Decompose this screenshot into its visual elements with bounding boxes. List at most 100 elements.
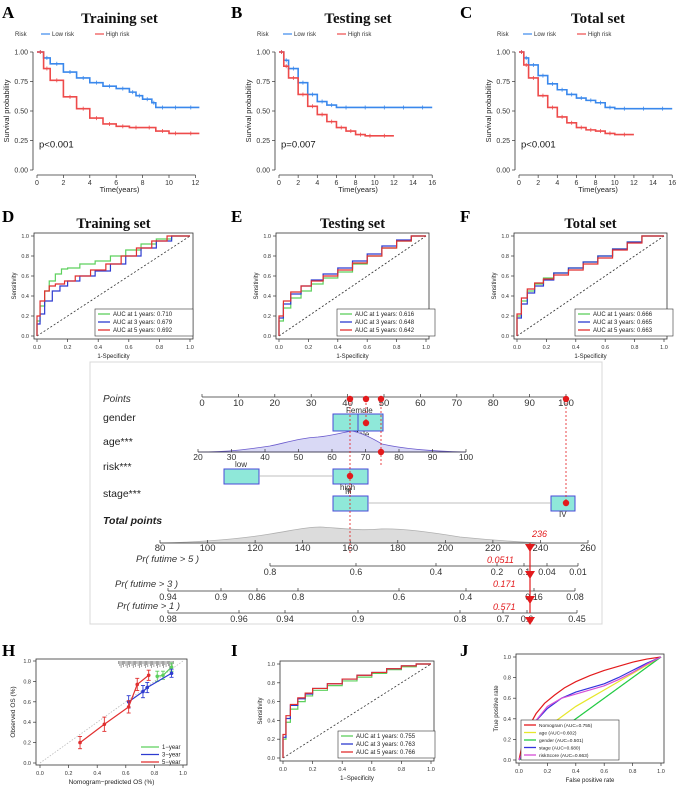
legend-box xyxy=(337,730,436,759)
legend-label: AUC at 1 years: 0.616 xyxy=(355,312,415,318)
prob-axis-tick-label: 0.8 xyxy=(292,592,305,602)
x-tick-label: 2 xyxy=(536,180,540,187)
prob-axis-tick-label: 0.8 xyxy=(454,614,467,624)
points-axis-tick-label: 20 xyxy=(270,398,281,409)
x-tick-label: 0.0 xyxy=(275,345,283,351)
high-risk-curve xyxy=(279,51,394,137)
total-axis-tick-label: 80 xyxy=(155,543,166,554)
y-axis-label: Survival probability xyxy=(2,79,11,142)
legend-box xyxy=(520,719,620,761)
legend-box xyxy=(94,308,194,337)
reference-diagonal xyxy=(36,235,191,337)
high-risk-curve xyxy=(37,51,200,135)
y-tick-label: 0.0 xyxy=(503,758,511,764)
points-label: Points xyxy=(103,394,131,405)
y-tick-label: 0.00 xyxy=(256,168,270,175)
y-tick-label: 0.8 xyxy=(263,254,271,260)
y-tick-label: 0.0 xyxy=(267,756,275,762)
reference-diagonal xyxy=(516,235,665,337)
y-tick-label: 0.2 xyxy=(267,737,275,743)
age-label: age*** xyxy=(103,436,133,448)
prob-axis-tick-label: 0.4 xyxy=(430,567,443,577)
total-points-label: Total points xyxy=(103,515,162,527)
total-axis-tick-label: 100 xyxy=(200,543,216,554)
x-tick-label: 0.2 xyxy=(65,771,73,777)
x-tick-label: 1.0 xyxy=(657,769,665,775)
age-axis-tick-label: 30 xyxy=(227,452,237,462)
age-axis-tick-label: 80 xyxy=(394,452,404,462)
total-axis-tick-label: 240 xyxy=(533,543,549,554)
age-axis-tick-label: 60 xyxy=(327,452,337,462)
y-axis-label: Sensitivity xyxy=(258,697,264,724)
x-tick-label: 0.6 xyxy=(122,771,130,777)
km-total-chart: Total set Risk Low risk High risk 0.00 0.25 0.… xyxy=(484,11,676,194)
x-tick-label: 1.0 xyxy=(427,767,435,773)
legend-label: AUC at 5 years: 0.692 xyxy=(113,328,173,334)
y-tick-label: 0.4 xyxy=(23,720,31,726)
age-axis-tick-label: 40 xyxy=(260,452,270,462)
y-tick-label: 0.2 xyxy=(23,741,31,747)
selected-point xyxy=(377,448,385,456)
p-value: p<0.001 xyxy=(521,140,556,151)
calibration-point xyxy=(146,673,151,678)
x-tick-label: 4 xyxy=(88,180,92,187)
gender-label: gender xyxy=(103,412,136,424)
chart-title: Total set xyxy=(564,216,616,232)
calibration-point xyxy=(169,665,174,669)
x-tick-label: 0.0 xyxy=(513,345,521,351)
points-axis-tick-label: 90 xyxy=(524,398,535,409)
x-tick-label: 8 xyxy=(141,180,145,187)
y-tick-label: 0.8 xyxy=(21,254,29,260)
km-testing-chart: Testing set Risk Low risk High risk 0.00 0.25… xyxy=(244,11,436,194)
total-axis-tick-label: 180 xyxy=(390,543,406,554)
plot-frame xyxy=(275,232,430,340)
prob-axis-tick-label: 0.94 xyxy=(276,614,294,624)
x-tick-label: 8 xyxy=(594,180,598,187)
x-tick-label: 0.8 xyxy=(151,771,159,777)
selected-point xyxy=(346,472,354,480)
legend-label: AUC at 1 years: 0.666 xyxy=(593,312,653,318)
low-risk-curve xyxy=(279,51,433,109)
x-tick-label: 6 xyxy=(575,180,579,187)
calibration-point xyxy=(155,674,160,679)
prob-axis-tick-label: 0.1 xyxy=(518,567,531,577)
y-tick-label: 0.2 xyxy=(501,314,509,320)
prob-1yr-value: 0.571 xyxy=(493,602,516,612)
prob-axis-tick-label: 0.86 xyxy=(248,592,266,602)
y-tick-label: 0.2 xyxy=(21,314,29,320)
points-axis-tick-label: 50 xyxy=(379,398,390,409)
y-axis-label: Survival probability xyxy=(484,79,493,142)
risk-level-high: high xyxy=(340,483,355,492)
age-axis-tick-label: 70 xyxy=(361,452,371,462)
y-tick-label: 1.0 xyxy=(263,234,271,240)
calibration-line xyxy=(128,672,172,703)
legend-label: 1−year xyxy=(162,745,181,751)
y-axis-label: Survival probability xyxy=(244,79,253,142)
y-tick-label: 0.00 xyxy=(14,168,28,175)
chart-title: Testing set xyxy=(324,11,391,27)
x-tick-label: 0.6 xyxy=(368,767,376,773)
roc-curve xyxy=(516,235,664,336)
x-tick-label: 0.0 xyxy=(36,771,44,777)
prob-row-label: Pr( futime > 3 ) xyxy=(115,579,178,590)
y-tick-label: 0.2 xyxy=(503,737,511,743)
x-tick-label: 0.8 xyxy=(631,345,639,351)
x-axis-label: False positive rate xyxy=(566,778,615,784)
y-tick-label: 0.0 xyxy=(23,761,31,767)
arrow-marker xyxy=(525,544,535,552)
legend-label: AUC at 3 years: 0.679 xyxy=(113,320,173,326)
prob-3yr-value: 0.171 xyxy=(493,579,516,589)
calibration-point xyxy=(141,689,145,694)
panel-label-H: H xyxy=(2,641,15,660)
legend-title: Risk xyxy=(15,32,28,38)
x-tick-label: 0.2 xyxy=(305,345,313,351)
age-axis-tick-label: 50 xyxy=(294,452,304,462)
x-axis-label: 1-Specificity xyxy=(336,354,368,360)
x-tick-label: 0.4 xyxy=(334,345,342,351)
calibration-point xyxy=(161,673,165,678)
prob-axis-tick-label: 0.9 xyxy=(352,614,365,624)
y-tick-label: 0.6 xyxy=(501,274,509,280)
risk-label: risk*** xyxy=(103,461,132,473)
x-tick-label: 0 xyxy=(277,180,281,187)
x-tick-label: 14 xyxy=(409,180,417,187)
